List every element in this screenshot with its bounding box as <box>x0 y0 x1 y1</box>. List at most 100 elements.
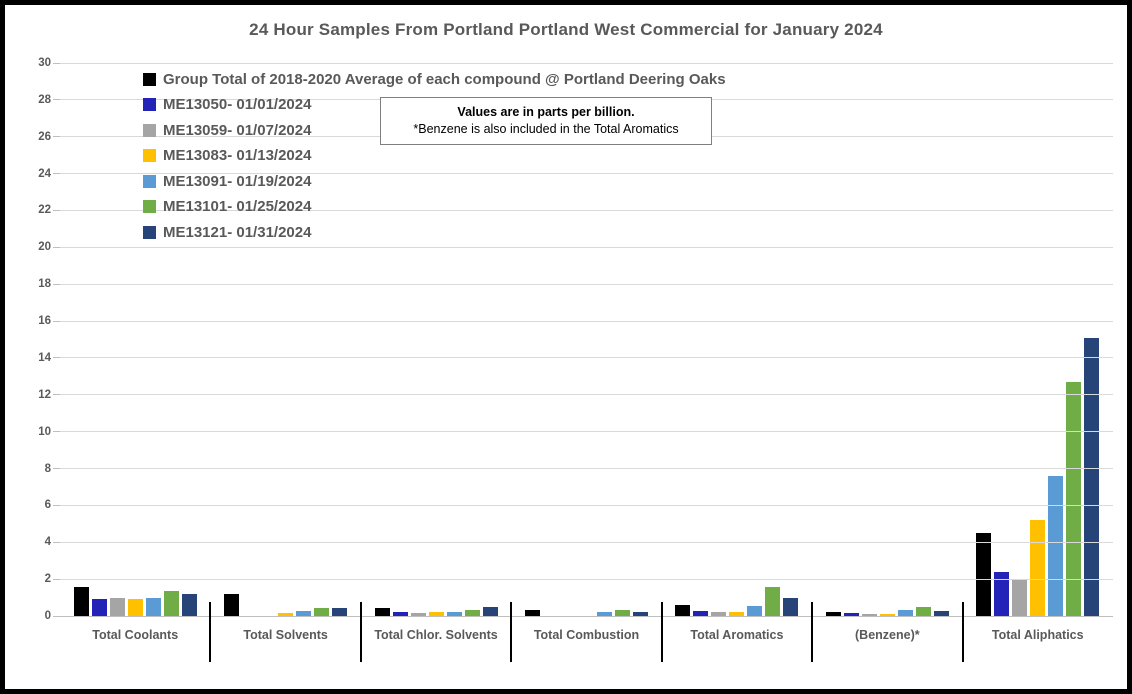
bar <box>464 610 480 616</box>
y-axis-tick <box>53 136 60 138</box>
bar-group <box>662 63 812 616</box>
y-axis-label: 6 <box>44 499 51 512</box>
group-separator <box>961 602 964 662</box>
bar <box>91 598 107 616</box>
bar <box>145 597 161 616</box>
group-separator <box>209 602 212 662</box>
bar <box>1012 579 1028 616</box>
bar <box>1084 337 1100 616</box>
legend-item: ME13050- 01/01/2024 <box>143 95 726 115</box>
gridline <box>60 209 1113 211</box>
bar-group <box>511 63 661 616</box>
bar <box>614 610 630 616</box>
group-separator <box>359 602 362 662</box>
legend-item: ME13121- 01/31/2024 <box>143 222 726 242</box>
bar <box>482 606 498 616</box>
bar <box>1030 520 1046 616</box>
gridline <box>60 468 1113 470</box>
y-axis-tick <box>53 468 60 470</box>
bar <box>976 533 992 616</box>
category-label: Total Combustion <box>533 628 640 642</box>
y-axis-tick <box>53 541 60 543</box>
bar <box>729 612 745 616</box>
gridline <box>60 357 1113 359</box>
y-axis-tick <box>53 99 60 101</box>
legend-swatch <box>143 174 156 188</box>
y-axis-tick <box>53 357 60 359</box>
bar <box>278 613 294 616</box>
y-axis-label: 2 <box>44 573 51 586</box>
y-axis-label: 10 <box>38 425 51 438</box>
bar <box>163 591 179 616</box>
gridline <box>60 173 1113 175</box>
bar <box>711 612 727 616</box>
bar <box>693 611 709 616</box>
y-axis-label: 8 <box>44 462 51 475</box>
chart-title: 24 Hour Samples From Portland Portland W… <box>249 20 883 39</box>
y-axis-tick <box>53 504 60 506</box>
y-axis-label: 22 <box>38 204 51 217</box>
legend: Group Total of 2018-2020 Average of each… <box>143 69 726 242</box>
y-axis-label: 28 <box>38 93 51 106</box>
bar <box>109 597 125 616</box>
bar-group <box>210 63 360 616</box>
y-axis-tick <box>53 578 60 580</box>
bar <box>843 613 859 616</box>
gridline <box>60 320 1113 322</box>
bar <box>524 610 540 616</box>
annotation-line-2: *Benzene is also included in the Total A… <box>413 122 679 136</box>
bar-group <box>60 63 210 616</box>
x-axis-line <box>60 616 1113 617</box>
gridline <box>60 394 1113 396</box>
bar <box>410 612 426 616</box>
legend-swatch <box>143 225 156 239</box>
group-separator <box>811 602 814 662</box>
bar <box>1066 381 1082 616</box>
group-separator <box>660 602 663 662</box>
bar <box>632 612 648 616</box>
y-axis-label: 16 <box>38 315 51 328</box>
legend-label: ME13083- 01/13/2024 <box>163 147 312 164</box>
legend-swatch <box>143 200 156 213</box>
bar <box>127 599 143 616</box>
gridline <box>60 283 1113 285</box>
gridline <box>60 504 1113 506</box>
gridline <box>60 578 1113 580</box>
y-axis-label: 4 <box>44 536 51 549</box>
y-axis-label: 30 <box>38 57 51 69</box>
bar <box>994 571 1010 616</box>
y-axis-tick <box>53 320 60 322</box>
legend-label: ME13091- 01/19/2024 <box>163 172 312 190</box>
legend-label: Group Total of 2018-2020 Average of each… <box>163 70 726 88</box>
annotation-line-1: Values are in parts per billion. <box>457 105 635 119</box>
bar <box>446 612 462 616</box>
bar <box>861 613 877 616</box>
legend-swatch <box>143 98 156 111</box>
bar-group <box>963 63 1113 616</box>
legend-label: ME13050- 01/01/2024 <box>163 96 312 113</box>
legend-item: ME13091- 01/19/2024 <box>143 171 726 191</box>
gridline <box>60 246 1113 248</box>
bar <box>783 597 799 616</box>
bar <box>73 586 89 616</box>
y-axis-tick <box>53 173 60 175</box>
bar <box>1048 475 1064 616</box>
y-axis-tick <box>53 431 60 433</box>
legend-swatch <box>143 149 156 162</box>
legend-item: ME13059- 01/07/2024 <box>143 120 726 140</box>
legend-item: Group Total of 2018-2020 Average of each… <box>143 69 726 89</box>
bar <box>765 587 781 616</box>
gridline <box>60 431 1113 433</box>
y-axis-tick <box>53 283 60 285</box>
bar <box>747 605 763 616</box>
y-axis-label: 20 <box>38 241 51 254</box>
bar <box>933 611 949 616</box>
y-axis: 0 2 4 6 8 10 12 14 16 18 20 22 24 26 28 30 <box>5 57 51 622</box>
bar-group <box>361 63 511 616</box>
bar-group <box>812 63 962 616</box>
legend-label: ME13101- 01/25/2024 <box>163 198 312 215</box>
bar <box>897 610 913 616</box>
legend-label: ME13121- 01/31/2024 <box>163 223 312 241</box>
y-axis-label: 0 <box>44 610 51 622</box>
bar <box>596 612 612 616</box>
